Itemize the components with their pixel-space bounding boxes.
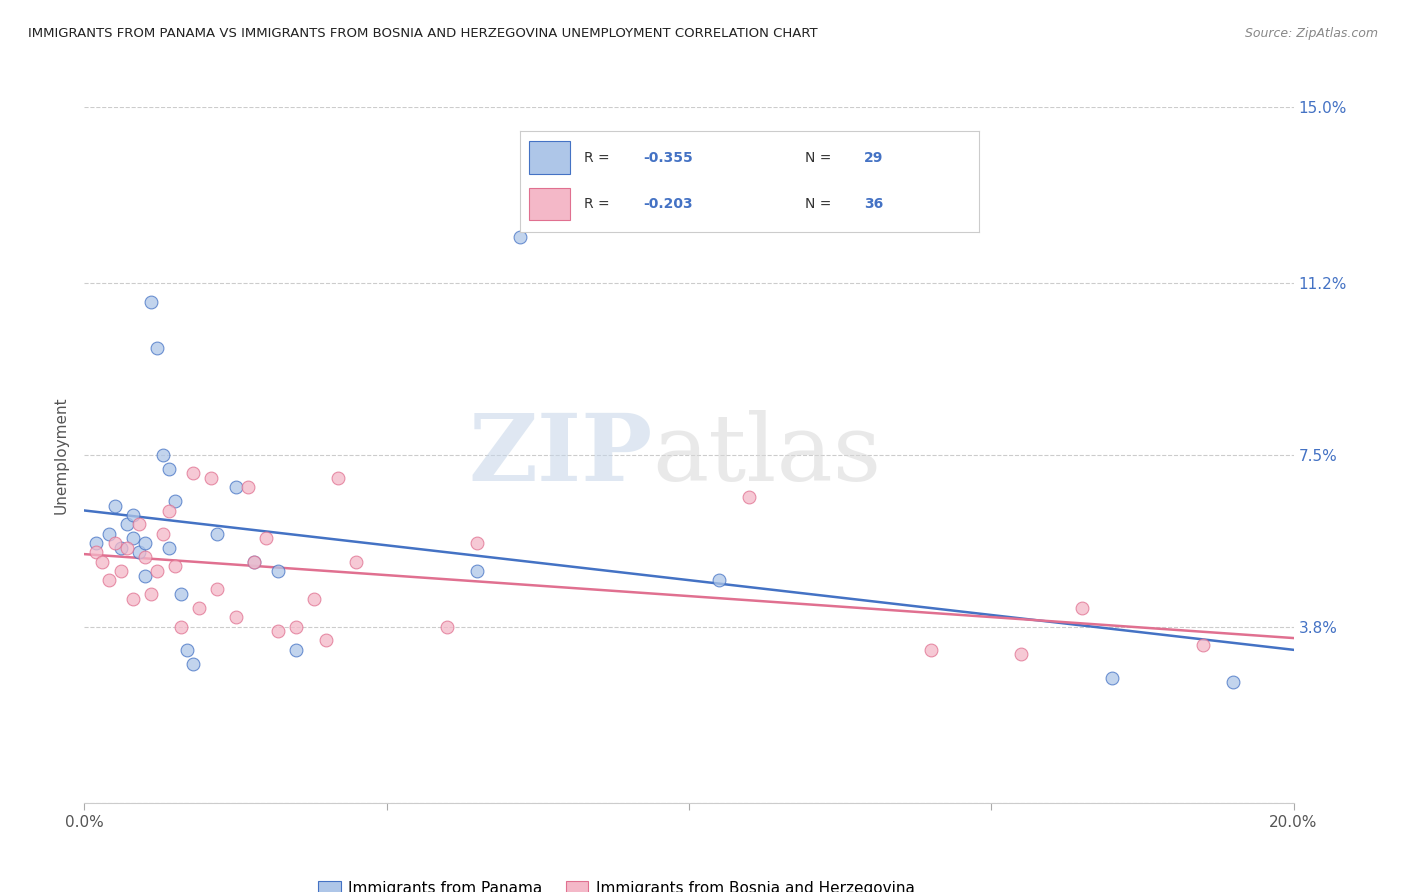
Point	[315, 633, 337, 648]
Point	[181, 657, 204, 671]
Point	[267, 564, 290, 578]
Point	[188, 601, 211, 615]
Point	[709, 573, 731, 587]
Point	[97, 526, 120, 541]
Point	[285, 619, 308, 633]
Point	[267, 624, 290, 639]
Point	[165, 494, 187, 508]
Point	[157, 541, 180, 555]
Point	[121, 532, 143, 546]
Point	[121, 591, 143, 606]
Point	[110, 564, 132, 578]
Point	[139, 294, 162, 309]
Point	[285, 642, 308, 657]
Point	[157, 503, 180, 517]
Point	[328, 471, 350, 485]
Text: atlas: atlas	[652, 410, 882, 500]
Point	[236, 480, 259, 494]
Point	[91, 555, 114, 569]
Point	[121, 508, 143, 523]
Point	[170, 587, 193, 601]
Point	[115, 517, 138, 532]
Text: ZIP: ZIP	[468, 410, 652, 500]
Text: -0.355: -0.355	[644, 151, 693, 165]
Text: 36: 36	[865, 197, 883, 211]
Point	[302, 591, 325, 606]
Point	[1222, 675, 1244, 690]
Point	[165, 559, 187, 574]
Point	[207, 582, 229, 597]
Y-axis label: Unemployment: Unemployment	[53, 396, 69, 514]
Text: -0.203: -0.203	[644, 197, 693, 211]
Point	[86, 536, 108, 550]
Point	[104, 536, 127, 550]
Point	[110, 541, 132, 555]
Point	[920, 642, 942, 657]
Point	[738, 490, 761, 504]
Point	[146, 341, 169, 355]
Point	[152, 526, 174, 541]
Point	[86, 545, 108, 559]
Point	[134, 536, 156, 550]
Point	[1192, 638, 1215, 652]
Point	[157, 462, 180, 476]
Legend: Immigrants from Panama, Immigrants from Bosnia and Herzegovina: Immigrants from Panama, Immigrants from …	[314, 877, 920, 892]
Text: N =: N =	[804, 151, 835, 165]
Point	[346, 555, 368, 569]
Point	[170, 619, 193, 633]
Point	[115, 541, 138, 555]
Text: 29: 29	[865, 151, 883, 165]
Bar	[529, 188, 571, 220]
Point	[207, 526, 229, 541]
Point	[104, 499, 127, 513]
Point	[225, 480, 247, 494]
Point	[176, 642, 198, 657]
Point	[225, 610, 247, 624]
Point	[242, 555, 264, 569]
Point	[1011, 648, 1033, 662]
Point	[242, 555, 264, 569]
Text: Source: ZipAtlas.com: Source: ZipAtlas.com	[1244, 27, 1378, 40]
Point	[467, 536, 489, 550]
Bar	[529, 142, 571, 174]
Text: R =: R =	[583, 197, 614, 211]
Point	[134, 568, 156, 582]
Point	[128, 517, 150, 532]
Point	[254, 532, 277, 546]
Point	[146, 564, 169, 578]
Point	[152, 448, 174, 462]
Point	[134, 549, 156, 564]
Point	[467, 564, 489, 578]
Point	[509, 230, 531, 244]
Point	[1101, 671, 1123, 685]
Point	[139, 587, 162, 601]
Point	[97, 573, 120, 587]
Text: R =: R =	[583, 151, 614, 165]
Point	[200, 471, 222, 485]
Point	[1071, 601, 1094, 615]
Text: N =: N =	[804, 197, 835, 211]
Text: IMMIGRANTS FROM PANAMA VS IMMIGRANTS FROM BOSNIA AND HERZEGOVINA UNEMPLOYMENT CO: IMMIGRANTS FROM PANAMA VS IMMIGRANTS FRO…	[28, 27, 818, 40]
Point	[128, 545, 150, 559]
Point	[181, 467, 204, 481]
Point	[436, 619, 458, 633]
